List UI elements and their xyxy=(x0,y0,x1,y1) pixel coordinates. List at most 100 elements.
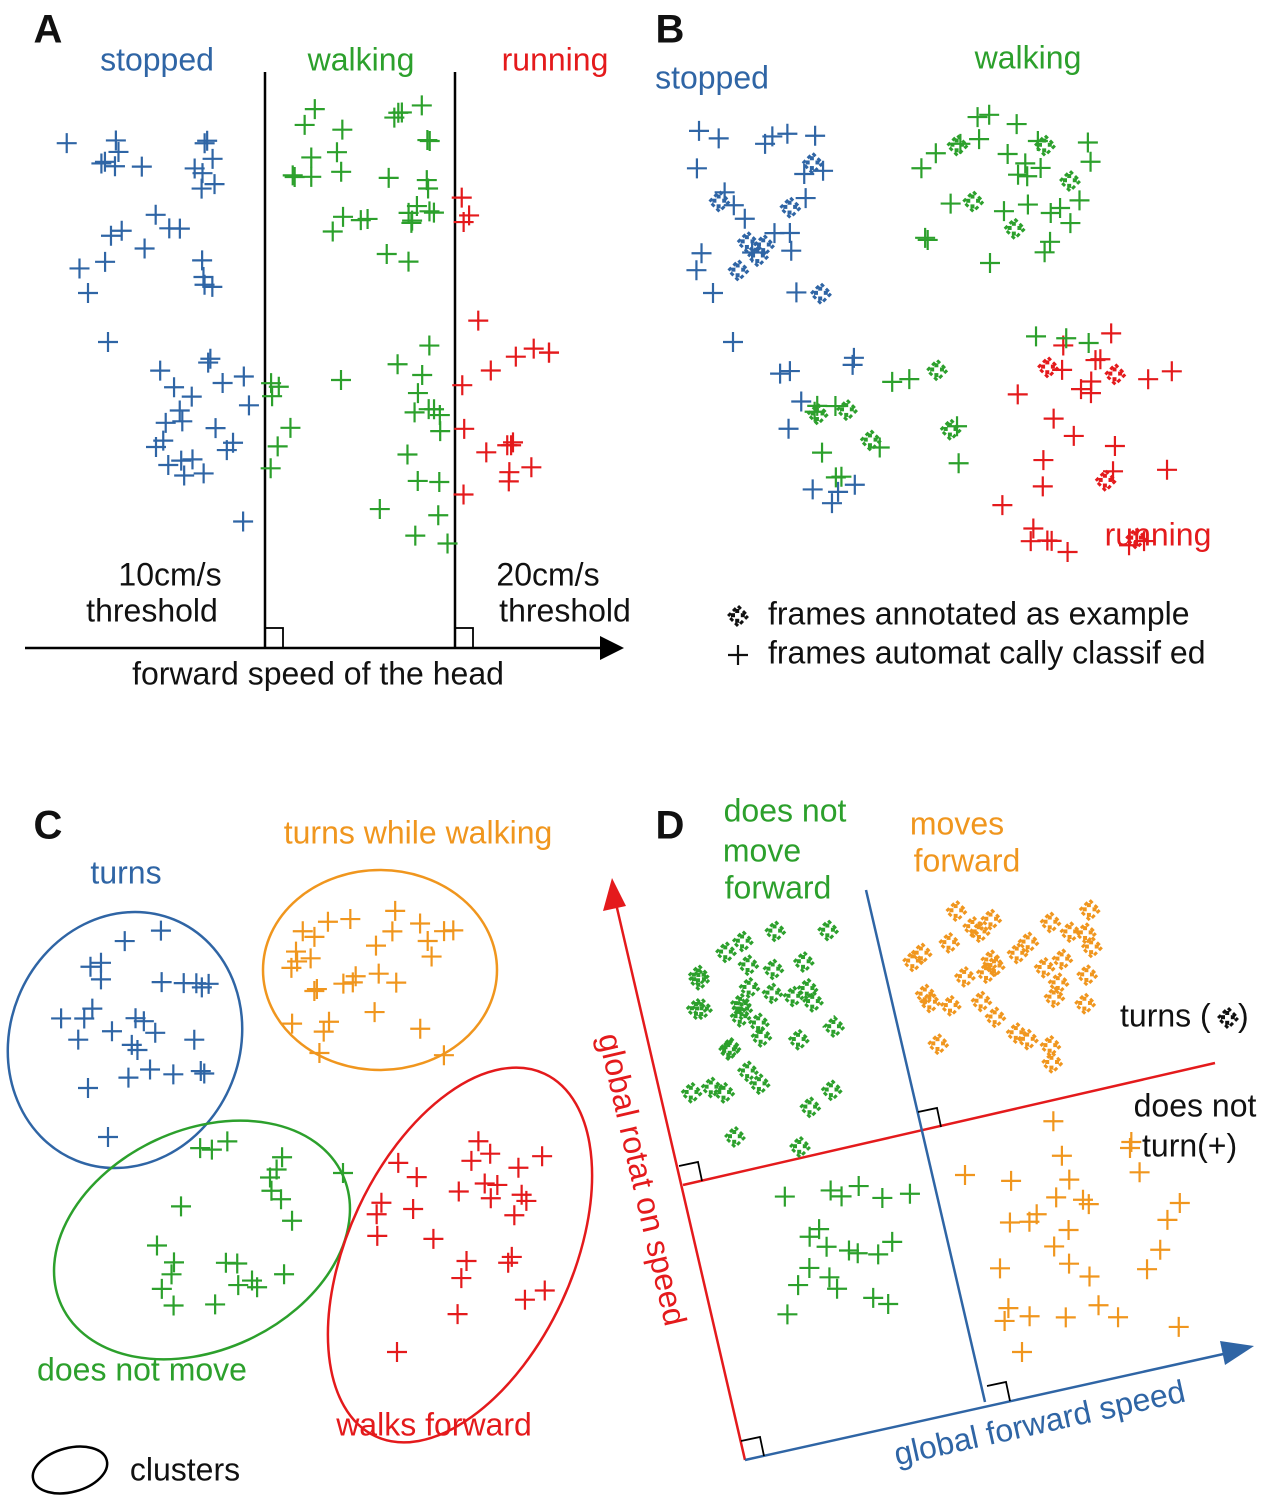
plus-marker xyxy=(274,1264,295,1285)
plus-marker xyxy=(781,240,802,261)
plus-marker xyxy=(802,479,823,500)
plus-marker xyxy=(882,371,903,392)
plus-marker xyxy=(78,1078,98,1098)
plus-marker xyxy=(762,126,783,147)
example-marker xyxy=(1032,955,1057,980)
example-marker xyxy=(1073,921,1098,946)
plus-marker xyxy=(1007,384,1028,405)
plus-marker xyxy=(461,1150,482,1171)
plus-marker xyxy=(917,229,938,250)
plus-marker xyxy=(419,335,440,356)
plus-marker xyxy=(1026,1204,1047,1225)
plus-marker xyxy=(1033,450,1054,471)
plus-marker xyxy=(872,1187,893,1208)
plus-marker xyxy=(452,375,473,396)
plus-marker xyxy=(94,151,115,172)
plus-marker xyxy=(459,205,480,226)
plus-marker xyxy=(95,251,116,272)
example-marker xyxy=(1038,1033,1063,1058)
plus-marker xyxy=(333,1163,353,1183)
plus-marker xyxy=(1138,369,1159,390)
plus-marker xyxy=(191,178,212,199)
plus-marker xyxy=(402,210,423,231)
plus-marker xyxy=(171,1196,192,1217)
plus-marker xyxy=(217,1131,238,1152)
plus-marker xyxy=(184,1029,205,1050)
plus-marker xyxy=(366,1204,387,1225)
plus-marker xyxy=(1103,461,1124,482)
example-marker xyxy=(819,1078,844,1103)
plus-marker xyxy=(708,128,729,149)
plus-marker xyxy=(480,1188,501,1209)
plus-marker xyxy=(831,1186,852,1207)
plus-marker xyxy=(786,282,807,303)
plus-marker xyxy=(405,525,426,546)
plus-marker xyxy=(1168,1316,1189,1337)
example-marker xyxy=(1002,216,1027,241)
plus-marker xyxy=(778,418,799,439)
plus-marker xyxy=(145,204,166,225)
plus-marker xyxy=(1078,1194,1099,1215)
plus-marker xyxy=(979,104,1000,125)
plus-marker xyxy=(999,1212,1020,1233)
example-marker xyxy=(1004,1021,1029,1046)
plus-marker xyxy=(1056,328,1077,349)
plus-marker xyxy=(1040,231,1061,252)
plus-marker xyxy=(843,347,864,368)
turns-label: ) xyxy=(1238,997,1249,1033)
plus-marker xyxy=(350,210,371,231)
plus-marker xyxy=(90,952,111,973)
example-marker xyxy=(730,997,755,1022)
panel-a-axes xyxy=(25,72,600,650)
plus-marker xyxy=(306,979,327,1000)
plus-marker xyxy=(313,1021,334,1042)
plus-marker xyxy=(1161,361,1182,382)
plus-marker xyxy=(774,1186,795,1207)
plus-marker xyxy=(863,1287,884,1308)
axis-label: global rotat on speed xyxy=(591,1030,693,1329)
example-marker xyxy=(735,1059,760,1084)
plus-marker xyxy=(779,223,800,244)
plus-marker xyxy=(1078,333,1099,354)
plus-marker xyxy=(403,1198,424,1219)
plus-marker xyxy=(205,418,226,439)
plus-marker xyxy=(1032,476,1053,497)
plus-marker xyxy=(795,188,816,209)
plus-marker xyxy=(499,462,520,483)
panel-label: D xyxy=(656,804,685,848)
plus-marker xyxy=(539,342,560,363)
example-marker xyxy=(816,918,841,943)
example-marker xyxy=(707,189,732,214)
plus-marker xyxy=(844,474,865,495)
class-label: stopped xyxy=(655,59,769,95)
plus-marker xyxy=(899,369,920,390)
example-marker xyxy=(979,907,1004,932)
plus-marker xyxy=(161,1264,182,1285)
plus-marker xyxy=(799,1257,820,1278)
example-marker xyxy=(1093,468,1118,493)
plus-marker xyxy=(271,1189,292,1210)
plus-marker xyxy=(940,193,961,214)
axis-label: global forward speed xyxy=(891,1373,1189,1472)
plus-marker xyxy=(980,252,1000,273)
plus-marker xyxy=(813,160,834,181)
plus-marker xyxy=(1060,213,1081,234)
example-marker xyxy=(1057,169,1083,194)
plus-marker xyxy=(406,1167,427,1188)
plus-marker xyxy=(388,1152,409,1173)
plus-marker xyxy=(915,227,936,248)
plus-marker xyxy=(150,360,171,381)
plus-marker xyxy=(223,432,244,453)
plus-marker xyxy=(994,1310,1015,1331)
example-marker xyxy=(1077,898,1102,923)
plus-marker xyxy=(398,251,419,272)
plus-marker xyxy=(404,402,425,423)
plus-marker xyxy=(238,395,259,416)
plus-marker xyxy=(1050,197,1071,218)
plus-marker xyxy=(456,1250,477,1271)
plus-marker xyxy=(424,399,445,420)
plus-marker xyxy=(418,178,439,199)
plus-marker xyxy=(428,505,449,526)
plus-marker xyxy=(134,238,155,259)
example-marker xyxy=(983,1005,1008,1030)
